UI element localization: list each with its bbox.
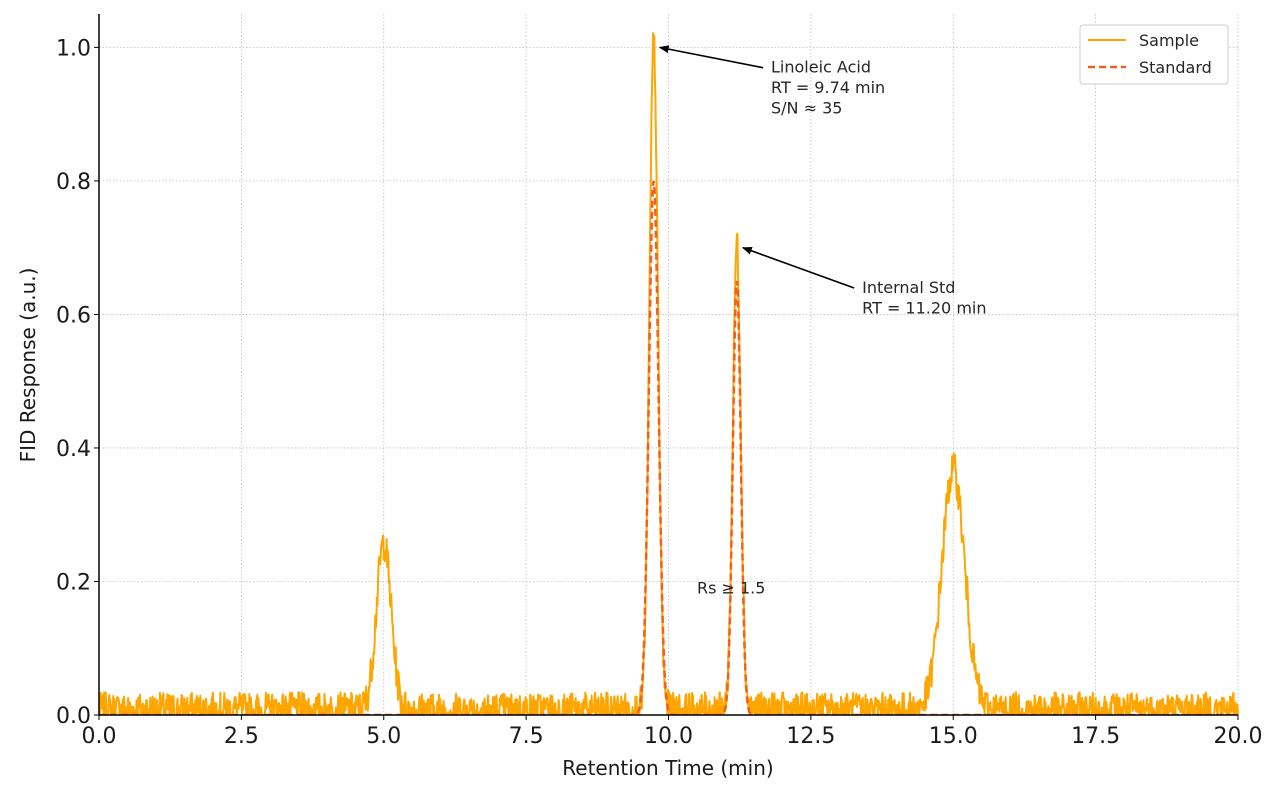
x-tick-label: 0.0 <box>82 724 117 749</box>
y-tick-label: 0.0 <box>56 704 91 729</box>
annotation-text: S/N ≈ 35 <box>771 99 842 118</box>
y-axis-label: FID Response (a.u.) <box>16 268 40 463</box>
series-line-standard <box>99 180 1238 715</box>
y-tick-label: 0.4 <box>56 437 91 462</box>
x-tick-label: 10.0 <box>644 724 693 749</box>
y-tick-label: 1.0 <box>56 36 91 61</box>
annotation-arrow <box>741 246 855 289</box>
annotation-text: RT = 11.20 min <box>862 299 986 318</box>
x-tick-label: 5.0 <box>366 724 401 749</box>
x-tick-label: 17.5 <box>1071 724 1120 749</box>
legend-label-sample: Sample <box>1139 31 1199 50</box>
legend-label-standard: Standard <box>1139 58 1212 77</box>
series-layer <box>99 32 1239 715</box>
x-tick-label: 7.5 <box>509 724 544 749</box>
annotation-text: Linoleic Acid <box>771 58 871 77</box>
y-tick-label: 0.2 <box>56 570 91 595</box>
x-axis-label: Retention Time (min) <box>562 756 773 780</box>
x-tick-label: 12.5 <box>786 724 835 749</box>
x-tick-label: 15.0 <box>929 724 978 749</box>
axes <box>94 14 1239 720</box>
series-line-sample <box>99 32 1239 715</box>
x-tick-label: 2.5 <box>224 724 259 749</box>
x-tick-label: 20.0 <box>1214 724 1263 749</box>
annotation-text: Rs ≥ 1.5 <box>697 578 765 597</box>
grid-lines <box>98 14 1239 716</box>
y-tick-label: 0.8 <box>56 170 91 195</box>
annotation-text: RT = 9.74 min <box>771 78 885 97</box>
annotation-arrow <box>658 45 764 69</box>
tick-labels: 0.0 2.5 5.0 7.5 10.0 12.5 15.0 17.5 20.0 0.0 0.2 0.… <box>56 36 1262 749</box>
annotation-text: Internal Std <box>862 278 955 297</box>
y-tick-label: 0.6 <box>56 303 91 328</box>
legend: Sample Standard <box>1079 24 1229 85</box>
